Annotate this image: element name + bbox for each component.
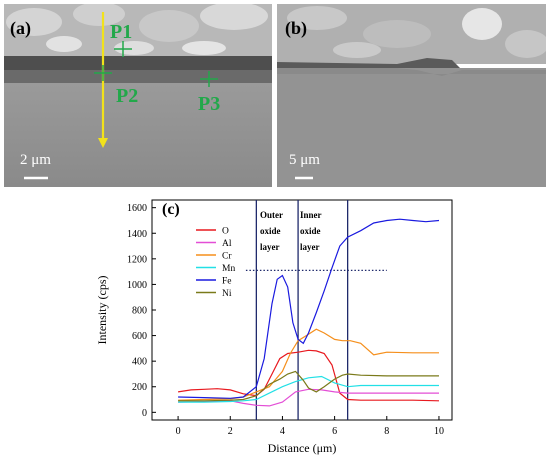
annotation-inner-line2: oxide bbox=[300, 226, 321, 236]
line-scan-arrowhead bbox=[98, 138, 108, 148]
y-tick-label: 800 bbox=[132, 306, 147, 317]
y-tick-label: 400 bbox=[132, 357, 147, 368]
y-tick-label: 1000 bbox=[127, 280, 147, 291]
x-tick-label: 10 bbox=[434, 426, 444, 437]
annotation-outer-line1: Outer bbox=[260, 210, 283, 220]
y-tick-label: 1400 bbox=[127, 229, 147, 240]
series-line-al bbox=[178, 388, 439, 407]
series-line-ni bbox=[178, 370, 439, 402]
p2-label: P2 bbox=[116, 85, 138, 107]
panel-b-label: (b) bbox=[285, 18, 307, 39]
legend-label-al: Al bbox=[222, 239, 232, 249]
inner-oxide-band bbox=[4, 70, 272, 83]
annotation-inner-line1: Inner bbox=[300, 210, 322, 220]
series-line-o bbox=[178, 349, 440, 402]
y-tick-label: 0 bbox=[142, 408, 147, 419]
line-scan-chart-panel: 0 2 4 6 8 10 0 200 400 600 800 1000 1200 1400 1600 Dist… bbox=[90, 192, 550, 462]
substrate-b bbox=[277, 68, 546, 187]
sem-image-panel-b: (b) 5 μm bbox=[277, 4, 546, 187]
y-tick-label: 1200 bbox=[127, 254, 147, 265]
substrate bbox=[4, 83, 272, 187]
annotation-outer-oxide: Outer oxide layer bbox=[260, 210, 283, 252]
legend-label-cr: Cr bbox=[222, 252, 232, 262]
p1-label: P1 bbox=[110, 21, 132, 43]
outer-oxide-band bbox=[4, 56, 272, 70]
sem-image-a: (a) P1 P2 P3 2 μm bbox=[4, 4, 272, 187]
series-line-cr bbox=[178, 328, 439, 401]
x-tick-label: 4 bbox=[280, 426, 285, 437]
series-line-fe bbox=[178, 218, 440, 399]
annotation-inner-oxide: Inner oxide layer bbox=[300, 210, 322, 252]
legend-label-mn: Mn bbox=[222, 264, 235, 274]
annotation-outer-line2: oxide bbox=[260, 226, 281, 236]
sem-image-b: (b) 5 μm bbox=[277, 4, 546, 187]
sem-image-panel-a: (a) P1 P2 P3 2 μm bbox=[4, 4, 272, 187]
annotation-inner-line3: layer bbox=[300, 242, 320, 252]
y-tick-label: 1600 bbox=[127, 203, 147, 214]
oxide-band-b bbox=[277, 58, 462, 76]
y-axis-label: Intensity (cps) bbox=[95, 276, 109, 345]
legend-label-fe: Fe bbox=[222, 277, 232, 287]
scale-bar-label-a: 2 μm bbox=[20, 152, 51, 168]
panel-a-label: (a) bbox=[10, 18, 31, 39]
legend-label-ni: Ni bbox=[222, 289, 232, 299]
chart-plot-area: 0 2 4 6 8 10 0 200 400 600 800 1000 1200 1400 1600 Dist… bbox=[95, 199, 453, 455]
p3-label: P3 bbox=[198, 93, 220, 115]
point-markers bbox=[94, 41, 218, 87]
x-tick-label: 2 bbox=[228, 426, 233, 437]
x-tick-label: 6 bbox=[332, 426, 337, 437]
x-axis-label: Distance (μm) bbox=[268, 441, 337, 455]
x-tick-label: 0 bbox=[176, 426, 181, 437]
line-scan-chart: 0 2 4 6 8 10 0 200 400 600 800 1000 1200 1400 1600 Dist… bbox=[95, 199, 453, 455]
scale-bar-label-b: 5 μm bbox=[289, 152, 320, 168]
legend-label-o: O bbox=[222, 227, 229, 237]
x-tick-label: 8 bbox=[384, 426, 389, 437]
y-tick-label: 600 bbox=[132, 331, 147, 342]
annotation-outer-line3: layer bbox=[260, 242, 280, 252]
panel-c-label: (c) bbox=[162, 201, 180, 218]
y-tick-label: 200 bbox=[132, 382, 147, 393]
